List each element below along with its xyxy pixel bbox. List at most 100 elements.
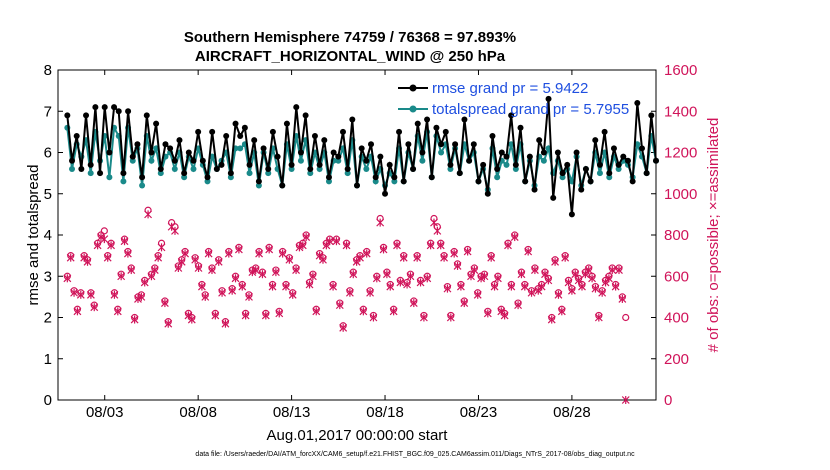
- obs-assimilated-point: [578, 282, 586, 291]
- right-tick-label: 1400: [664, 103, 697, 120]
- rmse-point: [545, 95, 552, 102]
- obs-assimilated-point: [160, 299, 169, 308]
- rmse-point: [283, 120, 290, 127]
- totalspread-point: [246, 170, 253, 177]
- obs-assimilated-point: [86, 290, 95, 299]
- right-tick-label: 1200: [664, 145, 697, 162]
- obs-assimilated-point: [345, 288, 354, 297]
- rmse-point: [349, 116, 356, 123]
- obs-assimilated-point: [268, 282, 277, 291]
- rmse-point: [559, 170, 566, 177]
- totalspread-point: [363, 166, 370, 172]
- rmse-point: [400, 178, 407, 185]
- obs-assimilated-point: [70, 288, 78, 297]
- obs-assimilated-point: [255, 249, 264, 258]
- obs-assimilated-point: [359, 307, 368, 316]
- obs-assimilated-point: [527, 288, 536, 297]
- rmse-point: [536, 137, 543, 144]
- totalspread-point: [227, 174, 234, 181]
- x-axis: 08/03 08/08 08/13 08/18 08/23 08/28: [86, 70, 591, 421]
- obs-assimilated-point: [113, 307, 122, 316]
- obs-assimilated-point: [154, 253, 163, 262]
- rmse-point: [498, 149, 505, 156]
- right-axis: 0 200 400 600 800 1000 1200 1400 1600: [651, 62, 697, 409]
- rmse-point: [564, 161, 571, 168]
- obs-assimilated-point: [611, 282, 620, 291]
- rmse-point: [87, 161, 94, 168]
- rmse-point: [391, 174, 398, 181]
- obs-assimilated-point: [490, 282, 499, 291]
- obs-assimilated-point: [382, 270, 391, 279]
- obs-assimilated-point: [73, 307, 82, 316]
- obs-assimilated-point: [460, 299, 469, 308]
- legend-rmse-label: rmse grand pr = 5.9422: [432, 80, 588, 97]
- rmse-point: [330, 149, 337, 156]
- rmse-point: [587, 178, 594, 185]
- obs-assimilated-point: [285, 255, 294, 264]
- totalspread-point: [129, 157, 136, 164]
- obs-assimilated-point: [120, 237, 129, 246]
- rmse-point: [582, 166, 589, 172]
- rmse-point: [246, 161, 253, 168]
- rmse-point: [396, 128, 403, 135]
- obs-assimilated-point: [271, 268, 280, 277]
- obs-assimilated-point: [530, 266, 539, 275]
- totalspread-point: [255, 182, 262, 189]
- obs-assimilated-point: [423, 274, 432, 283]
- obs-assimilated-point: [366, 288, 375, 297]
- obs-assimilated-point: [238, 282, 247, 291]
- rmse-point: [606, 170, 613, 177]
- y-axis-label-right: # of obs: o=possible; ×=assimilated: [705, 118, 722, 353]
- legend-rmse-marker: [409, 84, 417, 92]
- obs-assimilated-point: [376, 218, 385, 227]
- rmse-point: [185, 149, 192, 156]
- obs-assimilated-point: [76, 290, 85, 299]
- obs-assimilated-point: [275, 309, 284, 318]
- obs-assimilated-point: [483, 309, 492, 318]
- rmse-point: [466, 157, 473, 164]
- totalspread-point: [512, 166, 519, 172]
- totalspread-point: [372, 178, 379, 185]
- chart-title-line2: AIRCRAFT_HORIZONTAL_WIND @ 250 hPa: [195, 48, 506, 65]
- rmse-point: [452, 141, 459, 148]
- left-tick-label: 0: [44, 392, 52, 409]
- totalspread-point: [559, 174, 566, 181]
- rmse-point: [508, 112, 515, 119]
- obs-assimilated-point: [608, 266, 617, 275]
- obs-assimilated-point: [335, 301, 344, 310]
- rmse-point: [106, 149, 113, 156]
- left-tick-label: 4: [44, 227, 52, 244]
- totalspread-point: [494, 174, 501, 181]
- right-tick-label: 800: [664, 227, 689, 244]
- rmse-point: [92, 104, 99, 111]
- legend: rmse grand pr = 5.9422 totalspread grand…: [398, 80, 629, 118]
- obs-assimilated-point: [450, 249, 459, 258]
- rmse-point: [648, 112, 655, 119]
- rmse-point: [83, 112, 90, 119]
- totalspread-point: [148, 157, 155, 164]
- rmse-point: [241, 124, 248, 131]
- obs-assimilated-point: [369, 313, 378, 322]
- rmse-point: [428, 174, 435, 181]
- totalspread-point: [139, 182, 146, 189]
- obs-assimilated-point: [305, 280, 314, 289]
- y-axis-label-left: rmse and totalspread: [25, 165, 42, 306]
- rmse-point: [447, 161, 454, 168]
- obs-markers: [63, 206, 630, 404]
- obs-assimilated-point: [298, 241, 307, 250]
- rmse-point: [195, 128, 202, 135]
- totalspread-point: [419, 157, 426, 164]
- rmse-point: [213, 166, 220, 172]
- totalspread-point: [157, 170, 164, 177]
- obs-assimilated-point: [329, 282, 338, 291]
- rmse-point: [344, 166, 351, 172]
- rmse-series: [64, 95, 659, 218]
- obs-assimilated-point: [493, 274, 502, 283]
- rmse-point: [540, 149, 547, 156]
- obs-assimilated-point: [66, 253, 75, 262]
- obs-assimilated-point: [197, 282, 206, 291]
- obs-assimilated-point: [362, 249, 371, 258]
- obs-assimilated-point: [90, 303, 99, 312]
- rmse-point: [592, 137, 599, 144]
- obs-assimilated-point: [487, 253, 496, 262]
